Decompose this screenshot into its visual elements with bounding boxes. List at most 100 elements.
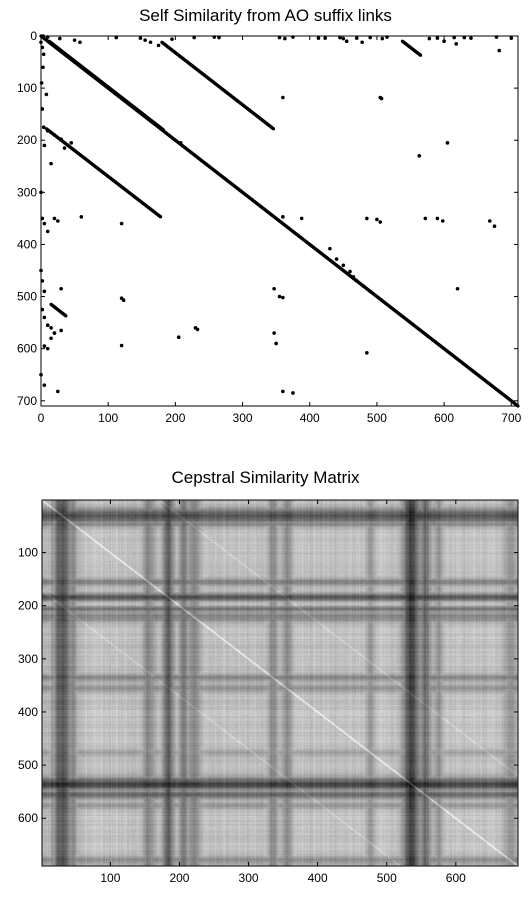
chart-title-cepstral: Cepstral Similarity Matrix bbox=[171, 468, 360, 487]
data-point bbox=[161, 128, 165, 132]
data-point bbox=[452, 35, 456, 40]
data-point bbox=[42, 315, 47, 320]
data-point bbox=[365, 351, 369, 355]
data-point bbox=[49, 326, 53, 330]
data-point bbox=[378, 220, 383, 224]
data-point bbox=[119, 221, 124, 226]
data-point bbox=[354, 279, 359, 283]
x-tick-label: 300 bbox=[239, 871, 259, 885]
data-point bbox=[72, 38, 77, 42]
data-point bbox=[42, 344, 47, 348]
x-tick-label: 500 bbox=[377, 871, 397, 885]
y-tick-label: 400 bbox=[18, 705, 38, 719]
y-tick-label: 100 bbox=[18, 546, 38, 560]
data-point bbox=[45, 229, 50, 234]
data-point bbox=[41, 65, 45, 70]
data-point bbox=[56, 389, 60, 394]
data-point bbox=[272, 286, 276, 291]
self-similarity-chart: 0 100 200 300 400 500 600 700010020030040050060… bbox=[17, 29, 522, 425]
data-point bbox=[58, 36, 62, 41]
data-point bbox=[291, 391, 295, 395]
y-tick-label: 300 bbox=[18, 652, 38, 666]
data-point bbox=[195, 327, 200, 332]
data-point bbox=[354, 36, 359, 40]
data-point bbox=[114, 35, 119, 40]
x-tick-label: 100 bbox=[100, 871, 120, 885]
data-point bbox=[271, 127, 276, 131]
y-tick-label: 400 bbox=[17, 237, 37, 251]
data-point bbox=[52, 133, 57, 137]
data-point bbox=[121, 298, 126, 303]
data-point bbox=[334, 257, 339, 261]
data-point bbox=[492, 224, 497, 229]
x-tick-label: 200 bbox=[165, 411, 185, 425]
data-point bbox=[462, 35, 467, 40]
diagonal-segment bbox=[160, 40, 276, 131]
data-point bbox=[281, 295, 285, 300]
data-point bbox=[64, 314, 68, 318]
data-point bbox=[338, 35, 342, 40]
data-point bbox=[45, 346, 50, 351]
data-point bbox=[42, 383, 47, 387]
data-point bbox=[78, 40, 82, 45]
data-point bbox=[360, 40, 364, 45]
data-point bbox=[445, 141, 450, 145]
data-point bbox=[379, 96, 384, 101]
y-tick-label: 600 bbox=[17, 342, 37, 356]
x-tick-label: 700 bbox=[501, 411, 521, 425]
data-point bbox=[52, 216, 57, 221]
data-point bbox=[497, 48, 501, 53]
x-tick-label: 300 bbox=[233, 411, 253, 425]
data-point bbox=[361, 284, 366, 288]
data-point bbox=[42, 143, 47, 148]
data-point bbox=[427, 36, 432, 41]
data-point bbox=[59, 286, 63, 291]
data-point bbox=[178, 141, 183, 145]
data-point bbox=[49, 336, 53, 341]
data-point bbox=[192, 35, 196, 40]
data-point bbox=[417, 154, 422, 158]
data-point bbox=[455, 286, 460, 291]
data-point bbox=[368, 289, 373, 294]
data-point bbox=[274, 341, 278, 346]
data-point bbox=[440, 219, 445, 223]
data-point bbox=[442, 39, 446, 44]
x-tick-label: 500 bbox=[367, 411, 387, 425]
y-tick-label: 500 bbox=[17, 290, 37, 304]
data-point bbox=[42, 289, 47, 294]
data-point bbox=[423, 216, 428, 221]
data-point bbox=[176, 335, 181, 340]
x-tick-label: 100 bbox=[98, 411, 118, 425]
data-point bbox=[365, 216, 369, 221]
data-point bbox=[49, 161, 53, 166]
diagonal-segment bbox=[49, 302, 68, 318]
x-tick-label: 600 bbox=[446, 871, 466, 885]
data-point bbox=[454, 42, 458, 46]
data-point bbox=[42, 221, 47, 226]
data-point bbox=[435, 36, 440, 40]
data-point bbox=[328, 246, 332, 251]
data-point bbox=[418, 53, 423, 57]
data-point bbox=[351, 274, 356, 279]
y-tick-label: 500 bbox=[18, 758, 38, 772]
data-point bbox=[170, 37, 174, 41]
x-tick-label: 200 bbox=[169, 871, 189, 885]
y-tick-label: 600 bbox=[18, 811, 38, 825]
data-point bbox=[341, 36, 346, 41]
x-tick-label: 600 bbox=[434, 411, 454, 425]
data-point bbox=[69, 141, 74, 145]
data-point bbox=[344, 39, 349, 44]
data-point bbox=[323, 36, 327, 40]
data-point bbox=[217, 35, 221, 40]
data-point bbox=[277, 294, 282, 299]
chart-title-self-similarity: Self Similarity from AO suffix links bbox=[139, 6, 392, 25]
data-point bbox=[341, 263, 346, 268]
data-point bbox=[148, 40, 153, 45]
x-tick-label: 400 bbox=[308, 871, 328, 885]
data-point bbox=[487, 219, 492, 223]
y-tick-label: 0 bbox=[30, 29, 37, 43]
plot-frame bbox=[41, 499, 519, 867]
diagonal-segment bbox=[400, 39, 423, 57]
data-point bbox=[41, 125, 46, 129]
